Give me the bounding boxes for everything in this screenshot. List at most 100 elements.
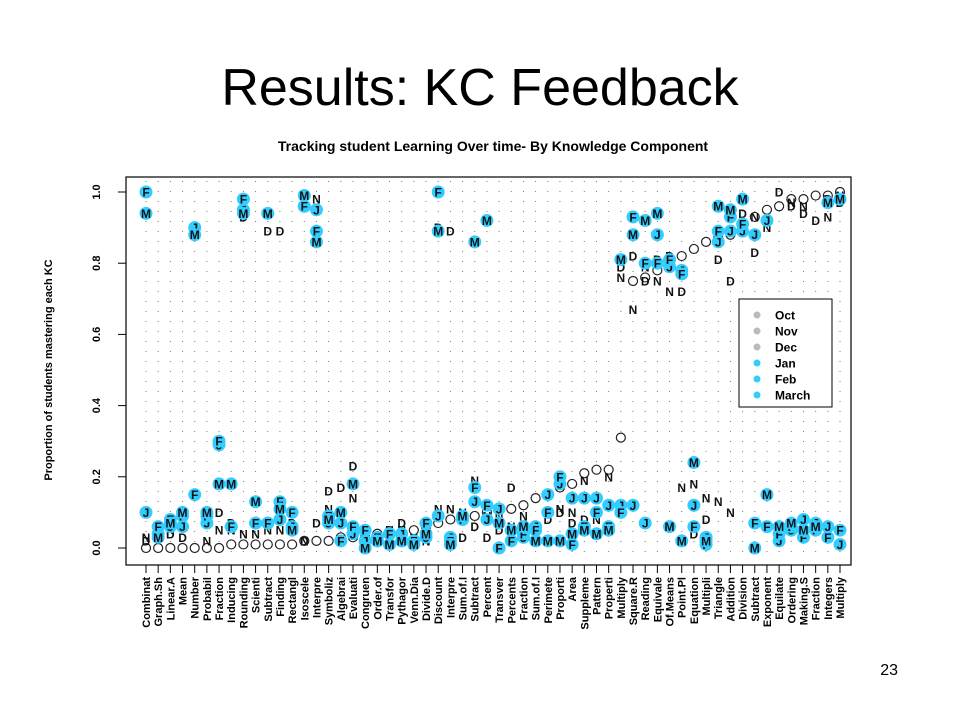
y-tick-label: 0.0: [91, 540, 103, 555]
data-point-bg: [261, 206, 275, 220]
data-point: F: [775, 527, 782, 541]
data-point: M: [494, 517, 504, 531]
data-point: M: [458, 509, 468, 523]
data-point: M: [372, 534, 382, 548]
legend-swatch: [753, 359, 761, 367]
data-point-bg: [163, 516, 177, 530]
x-tick-label: Venn.Dia: [409, 576, 421, 623]
data-point: N: [714, 495, 723, 509]
legend-label: Feb: [775, 373, 796, 387]
x-tick-label: Pythagor: [397, 576, 409, 624]
data-point-bg: [249, 516, 263, 530]
data-point-bg: [431, 509, 445, 523]
data-marks: NNNNNNNNNNNNNNNNNNNNNNNNNNNNNNNNNNNNNNNN…: [139, 185, 847, 556]
data-point: J: [350, 527, 357, 541]
chart: Tracking student Learning Over time- By …: [43, 138, 852, 630]
x-tick-label: Percents: [506, 577, 518, 623]
y-tick-label: 1.0: [91, 184, 103, 199]
data-point: J: [691, 499, 698, 513]
data-point-bg: [480, 213, 494, 227]
x-tick-label: Square.R: [628, 577, 640, 625]
data-point: M: [202, 506, 212, 520]
data-point: D: [276, 225, 285, 239]
data-point: [213, 542, 225, 554]
legend-swatch: [753, 343, 761, 351]
data-point-bg: [383, 537, 397, 551]
data-point: M: [421, 527, 431, 541]
data-point: J: [739, 225, 746, 239]
data-point-bg: [589, 491, 603, 505]
data-point-bg: [431, 185, 445, 199]
data-point-bg: [565, 491, 579, 505]
legend-label: Oct: [775, 309, 795, 323]
x-tick-label: Algebrai: [336, 577, 348, 621]
data-point: N: [653, 275, 662, 289]
data-point: M: [701, 534, 711, 548]
data-point-bg: [383, 527, 397, 541]
x-tick-label: Subtract: [750, 577, 762, 622]
data-point: D: [458, 531, 467, 545]
data-point: J: [277, 513, 284, 527]
data-point: M: [531, 534, 541, 548]
data-point: M: [251, 495, 261, 509]
data-point-bg: [309, 235, 323, 249]
data-point: [591, 464, 602, 475]
data-point: [445, 514, 456, 525]
data-point: [153, 542, 164, 554]
x-tick-label: Making.S: [798, 577, 810, 625]
data-point: N: [604, 470, 613, 484]
x-tick-label: Rectangl: [287, 577, 299, 623]
data-point: N: [142, 531, 151, 545]
data-point: N: [203, 534, 212, 548]
data-point: F: [422, 517, 429, 531]
data-point: [226, 539, 237, 550]
x-tick-label: Of.Means: [665, 577, 677, 627]
data-point: F: [739, 218, 746, 232]
x-tick-label: Subtract: [263, 577, 275, 622]
x-tick-label: Area: [567, 576, 579, 601]
data-point: D: [811, 214, 820, 228]
data-point: M: [470, 235, 480, 249]
x-tick-label: Discount: [433, 577, 445, 624]
data-point-bg: [516, 520, 530, 534]
data-point-bg: [236, 206, 250, 220]
data-point-bg: [236, 192, 250, 206]
data-point-bg: [687, 498, 701, 512]
data-point: J: [715, 235, 722, 249]
data-point-bg: [358, 523, 372, 537]
data-point: J: [557, 477, 564, 491]
x-tick-label: Addition: [725, 577, 737, 622]
data-point-bg: [760, 520, 774, 534]
legend-swatch: [753, 391, 761, 399]
data-point-bg: [748, 228, 762, 242]
data-point: J: [617, 499, 624, 513]
data-point-bg: [212, 477, 226, 491]
data-point: D: [470, 520, 479, 534]
data-point: J: [654, 228, 661, 242]
x-tick-label: Fraction: [811, 577, 823, 621]
x-tick-label: Number: [190, 576, 202, 618]
data-point: F: [727, 210, 734, 224]
data-point: M: [506, 524, 516, 538]
data-point: F: [508, 534, 515, 548]
data-point: D: [483, 531, 492, 545]
data-point-bg: [614, 505, 628, 519]
data-point: N: [617, 271, 626, 285]
data-point: M: [165, 517, 175, 531]
data-point: [250, 539, 261, 550]
x-tick-label: Subtract: [470, 577, 482, 622]
data-point-bg: [614, 253, 628, 267]
data-point: [640, 272, 651, 283]
data-point-bg: [748, 516, 762, 530]
data-point-bg: [772, 520, 786, 534]
data-point-bg: [504, 523, 518, 537]
legend-swatch: [753, 327, 761, 335]
data-point-bg: [285, 505, 299, 519]
data-point: M: [299, 189, 309, 203]
data-point: F: [288, 506, 295, 520]
data-point: [627, 275, 639, 287]
data-point: F: [349, 520, 356, 534]
data-point: F: [276, 495, 283, 509]
data-point-bg: [626, 228, 640, 242]
data-point-bg: [297, 189, 311, 203]
